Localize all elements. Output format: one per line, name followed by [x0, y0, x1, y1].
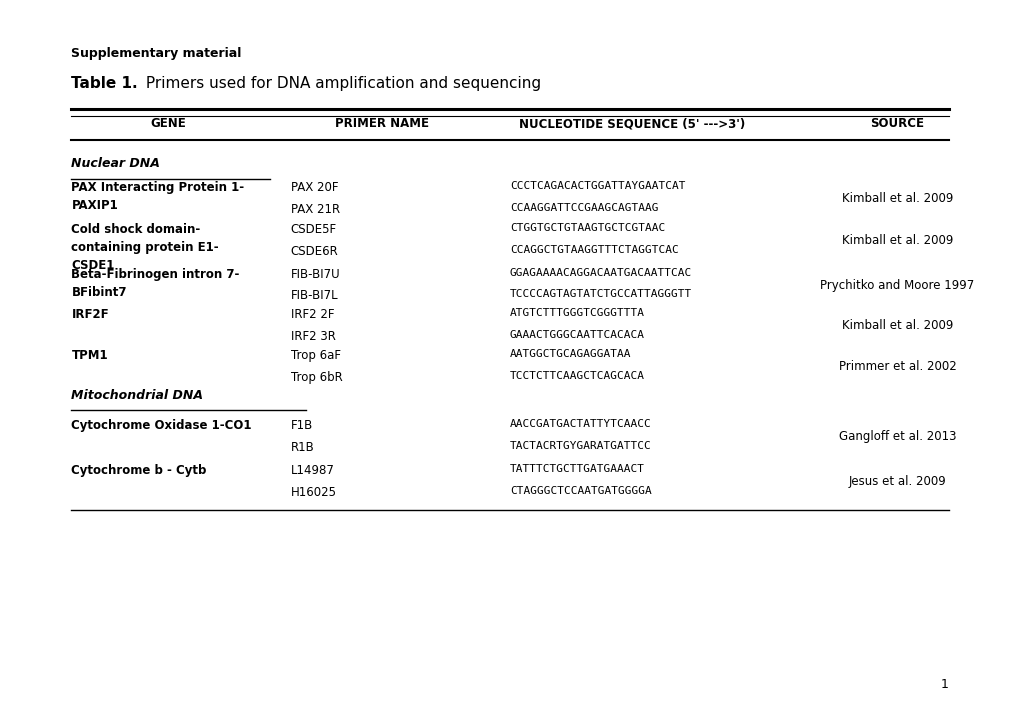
Text: Kimball et al. 2009: Kimball et al. 2009 — [841, 234, 953, 247]
Text: PRIMER NAME: PRIMER NAME — [335, 117, 429, 130]
Text: TACTACRTGYGARATGATTCC: TACTACRTGYGARATGATTCC — [510, 441, 651, 451]
Text: L14987: L14987 — [290, 464, 334, 477]
Text: Trop 6aF: Trop 6aF — [290, 349, 340, 362]
Text: CSDE5F: CSDE5F — [290, 223, 336, 236]
Text: SOURCE: SOURCE — [870, 117, 923, 130]
Text: PAX Interacting Protein 1-
PAXIP1: PAX Interacting Protein 1- PAXIP1 — [71, 181, 245, 212]
Text: CSDE6R: CSDE6R — [290, 245, 338, 258]
Text: TCCCCAGTAGTATCTGCCATTAGGGTT: TCCCCAGTAGTATCTGCCATTAGGGTT — [510, 289, 692, 300]
Text: Beta-Fibrinogen intron 7-
BFibint7: Beta-Fibrinogen intron 7- BFibint7 — [71, 268, 239, 299]
Text: CTGGTGCTGTAAGTGCTCGTAAC: CTGGTGCTGTAAGTGCTCGTAAC — [510, 223, 664, 233]
Text: Cold shock domain-
containing protein E1-
CSDE1: Cold shock domain- containing protein E1… — [71, 223, 219, 272]
Text: CCAGGCTGTAAGGTTTCTAGGTCAC: CCAGGCTGTAAGGTTTCTAGGTCAC — [510, 245, 678, 255]
Text: Kimball et al. 2009: Kimball et al. 2009 — [841, 192, 953, 205]
Text: Jesus et al. 2009: Jesus et al. 2009 — [848, 475, 946, 488]
Text: Table 1.: Table 1. — [71, 76, 138, 91]
Text: TPM1: TPM1 — [71, 349, 108, 362]
Text: R1B: R1B — [290, 441, 314, 454]
Text: H16025: H16025 — [290, 486, 336, 499]
Text: GENE: GENE — [150, 117, 186, 130]
Text: CCCTCAGACACTGGATTAYGAATCAT: CCCTCAGACACTGGATTAYGAATCAT — [510, 181, 685, 192]
Text: PAX 21R: PAX 21R — [290, 203, 339, 216]
Text: Cytochrome Oxidase 1-CO1: Cytochrome Oxidase 1-CO1 — [71, 419, 252, 432]
Text: TCCTCTTCAAGCTCAGCACA: TCCTCTTCAAGCTCAGCACA — [510, 371, 644, 381]
Text: TATTTCTGCTTGATGAAACT: TATTTCTGCTTGATGAAACT — [510, 464, 644, 474]
Text: AATGGCTGCAGAGGATAA: AATGGCTGCAGAGGATAA — [510, 349, 631, 359]
Text: Cytochrome b - Cytb: Cytochrome b - Cytb — [71, 464, 207, 477]
Text: Primmer et al. 2002: Primmer et al. 2002 — [838, 360, 956, 373]
Text: FIB-BI7L: FIB-BI7L — [290, 289, 338, 302]
Text: CCAAGGATTCCGAAGCAGTAAG: CCAAGGATTCCGAAGCAGTAAG — [510, 203, 658, 213]
Text: Prychitko and Moore 1997: Prychitko and Moore 1997 — [819, 279, 974, 292]
Text: Nuclear DNA: Nuclear DNA — [71, 157, 160, 170]
Text: NUCLEOTIDE SEQUENCE (5' --->3'): NUCLEOTIDE SEQUENCE (5' --->3') — [519, 117, 745, 130]
Text: IRF2 2F: IRF2 2F — [290, 308, 334, 321]
Text: CTAGGGCTCCAATGATGGGGA: CTAGGGCTCCAATGATGGGGA — [510, 486, 651, 496]
Text: GGAGAAAACAGGACAATGACAATTCAC: GGAGAAAACAGGACAATGACAATTCAC — [510, 268, 692, 278]
Text: IRF2F: IRF2F — [71, 308, 109, 321]
Text: IRF2 3R: IRF2 3R — [290, 330, 335, 343]
Text: ATGTCTTTGGGTCGGGTTTA: ATGTCTTTGGGTCGGGTTTA — [510, 308, 644, 318]
Text: Primers used for DNA amplification and sequencing: Primers used for DNA amplification and s… — [141, 76, 540, 91]
Text: Mitochondrial DNA: Mitochondrial DNA — [71, 389, 203, 402]
Text: Trop 6bR: Trop 6bR — [290, 371, 342, 384]
Text: F1B: F1B — [290, 419, 313, 432]
Text: FIB-BI7U: FIB-BI7U — [290, 268, 340, 281]
Text: Kimball et al. 2009: Kimball et al. 2009 — [841, 319, 953, 332]
Text: GAAACTGGGCAATTCACACA: GAAACTGGGCAATTCACACA — [510, 330, 644, 340]
Text: Gangloff et al. 2013: Gangloff et al. 2013 — [838, 430, 956, 443]
Text: Supplementary material: Supplementary material — [71, 47, 242, 60]
Text: PAX 20F: PAX 20F — [290, 181, 338, 194]
Text: 1: 1 — [940, 678, 948, 691]
Text: AACCGATGACTATTYTCAACC: AACCGATGACTATTYTCAACC — [510, 419, 651, 429]
